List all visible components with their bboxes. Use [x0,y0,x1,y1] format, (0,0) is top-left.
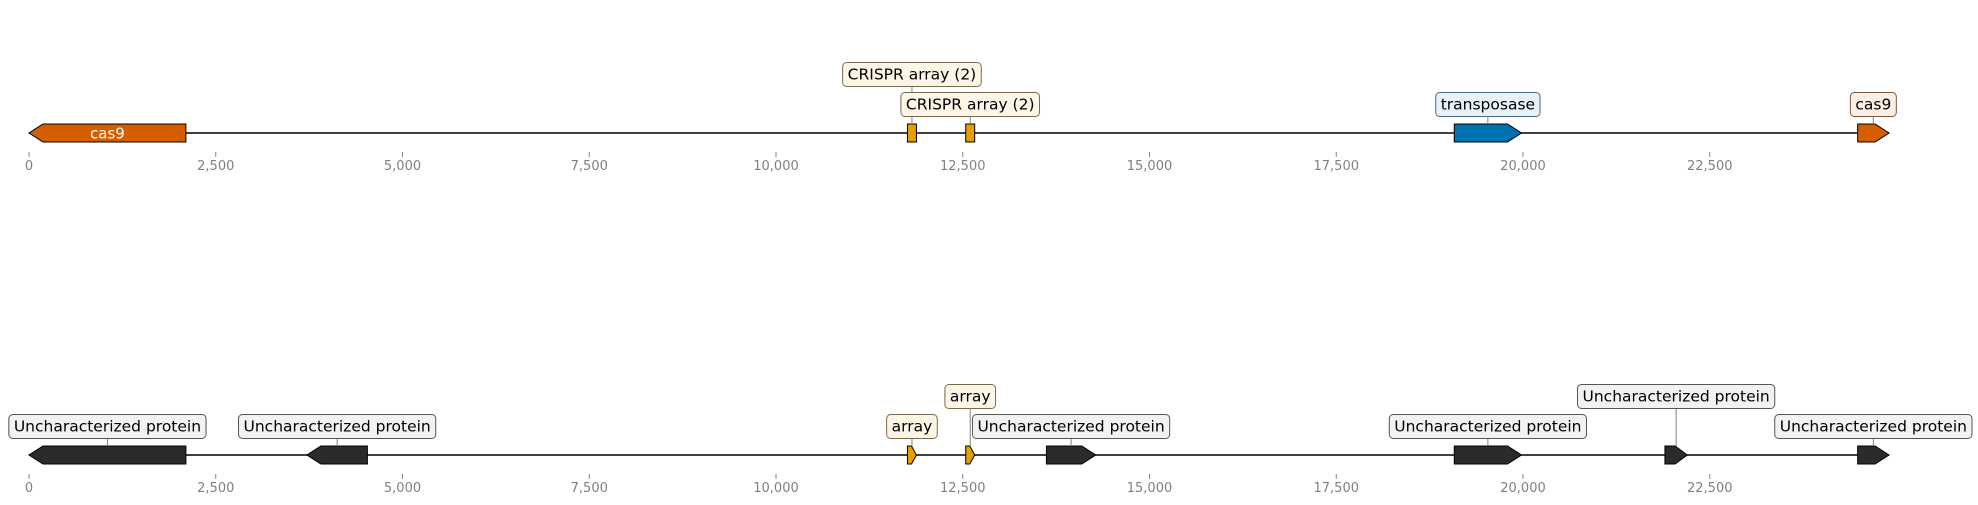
feature-label-box [1577,384,1776,409]
axis-tick-label: 10,000 [753,481,799,496]
axis-tick-label: 22,500 [1687,481,1733,496]
gene-feature[interactable]: transposase [1435,92,1541,143]
axis-tick-label: 7,500 [571,159,608,174]
axis-tick-label: 7,500 [571,481,608,496]
gene-feature[interactable]: Uncharacterized protein [8,414,207,465]
feature-shape[interactable] [28,123,187,143]
feature-shape[interactable] [965,123,976,143]
feature-label: Uncharacterized protein [977,418,1164,436]
feature-label: Uncharacterized protein [1394,418,1581,436]
feature-label: Uncharacterized protein [1583,388,1770,406]
feature-shape[interactable] [1045,445,1097,465]
gene-feature[interactable]: Uncharacterized protein [1577,384,1776,465]
gene-feature[interactable]: cas9 [1849,92,1897,143]
feature-shape[interactable] [906,123,917,143]
feature-label: CRISPR array (2) [848,66,977,84]
axis-tick-label: 2,500 [197,159,234,174]
axis-tick-label: 20,000 [1500,481,1546,496]
axis-tick-label: 10,000 [753,159,799,174]
gene-feature[interactable]: cas9 [28,123,187,143]
feature-shape[interactable] [28,445,187,465]
feature-label-box [842,62,982,87]
feature-label: Uncharacterized protein [14,418,201,436]
feature-shape[interactable] [305,445,368,465]
feature-label-box [1849,92,1897,117]
axis-tick-label: 12,500 [940,159,986,174]
feature-label: array [950,388,991,406]
gene-feature[interactable]: array [944,384,997,465]
feature-label: cas9 [90,125,125,143]
feature-label-box [900,92,1041,117]
feature-label-box [886,414,938,439]
gene-feature[interactable]: CRISPR array (2) [900,92,1041,143]
axis-tick-label: 2,500 [197,481,234,496]
feature-label: Uncharacterized protein [1780,418,1967,436]
feature-label: CRISPR array (2) [906,96,1035,114]
feature-label: cas9 [1855,96,1891,114]
gene-feature[interactable]: CRISPR array (2) [842,62,982,143]
feature-label: array [892,418,933,436]
axis-tick-label: 5,000 [384,159,421,174]
axis-tick-label: 15,000 [1127,481,1173,496]
feature-label-box [1774,414,1973,439]
feature-label-box [1388,414,1588,439]
feature-label: Uncharacterized protein [244,418,431,436]
feature-label-box [971,414,1171,439]
feature-shape[interactable] [965,445,976,465]
axis-tick-label: 0 [25,159,33,174]
feature-shape[interactable] [1857,445,1890,465]
feature-shape[interactable] [1857,123,1890,143]
axis-tick-label: 17,500 [1314,481,1360,496]
track-1: 0 2,500 5,000 7,500 10,000 12,500 15,000 17,500… [25,62,1897,174]
axis-tick-label: 5,000 [384,481,421,496]
gene-feature[interactable]: array [886,414,938,465]
gene-feature[interactable]: Uncharacterized protein [1774,414,1973,465]
gene-feature[interactable]: Uncharacterized protein [971,414,1171,465]
feature-shape[interactable] [1453,445,1523,465]
feature-label-box [238,414,437,439]
gene-feature[interactable]: Uncharacterized protein [238,414,437,465]
feature-shape[interactable] [906,445,918,465]
axis-tick-label: 17,500 [1314,159,1360,174]
gene-feature[interactable]: Uncharacterized protein [1388,414,1588,465]
feature-shape[interactable] [1664,445,1689,465]
feature-shape[interactable] [1453,123,1523,143]
axis-tick-label: 0 [25,481,33,496]
feature-label-box [8,414,207,439]
axis-tick-label: 20,000 [1500,159,1546,174]
track-2: 0 2,500 5,000 7,500 10,000 12,500 15,000 17,500… [8,384,1973,496]
feature-label-box [944,384,997,409]
axis-tick-label: 12,500 [940,481,986,496]
feature-label-box [1435,92,1541,117]
feature-label: transposase [1441,96,1535,114]
axis-tick-label: 15,000 [1127,159,1173,174]
axis-tick-label: 22,500 [1687,159,1733,174]
